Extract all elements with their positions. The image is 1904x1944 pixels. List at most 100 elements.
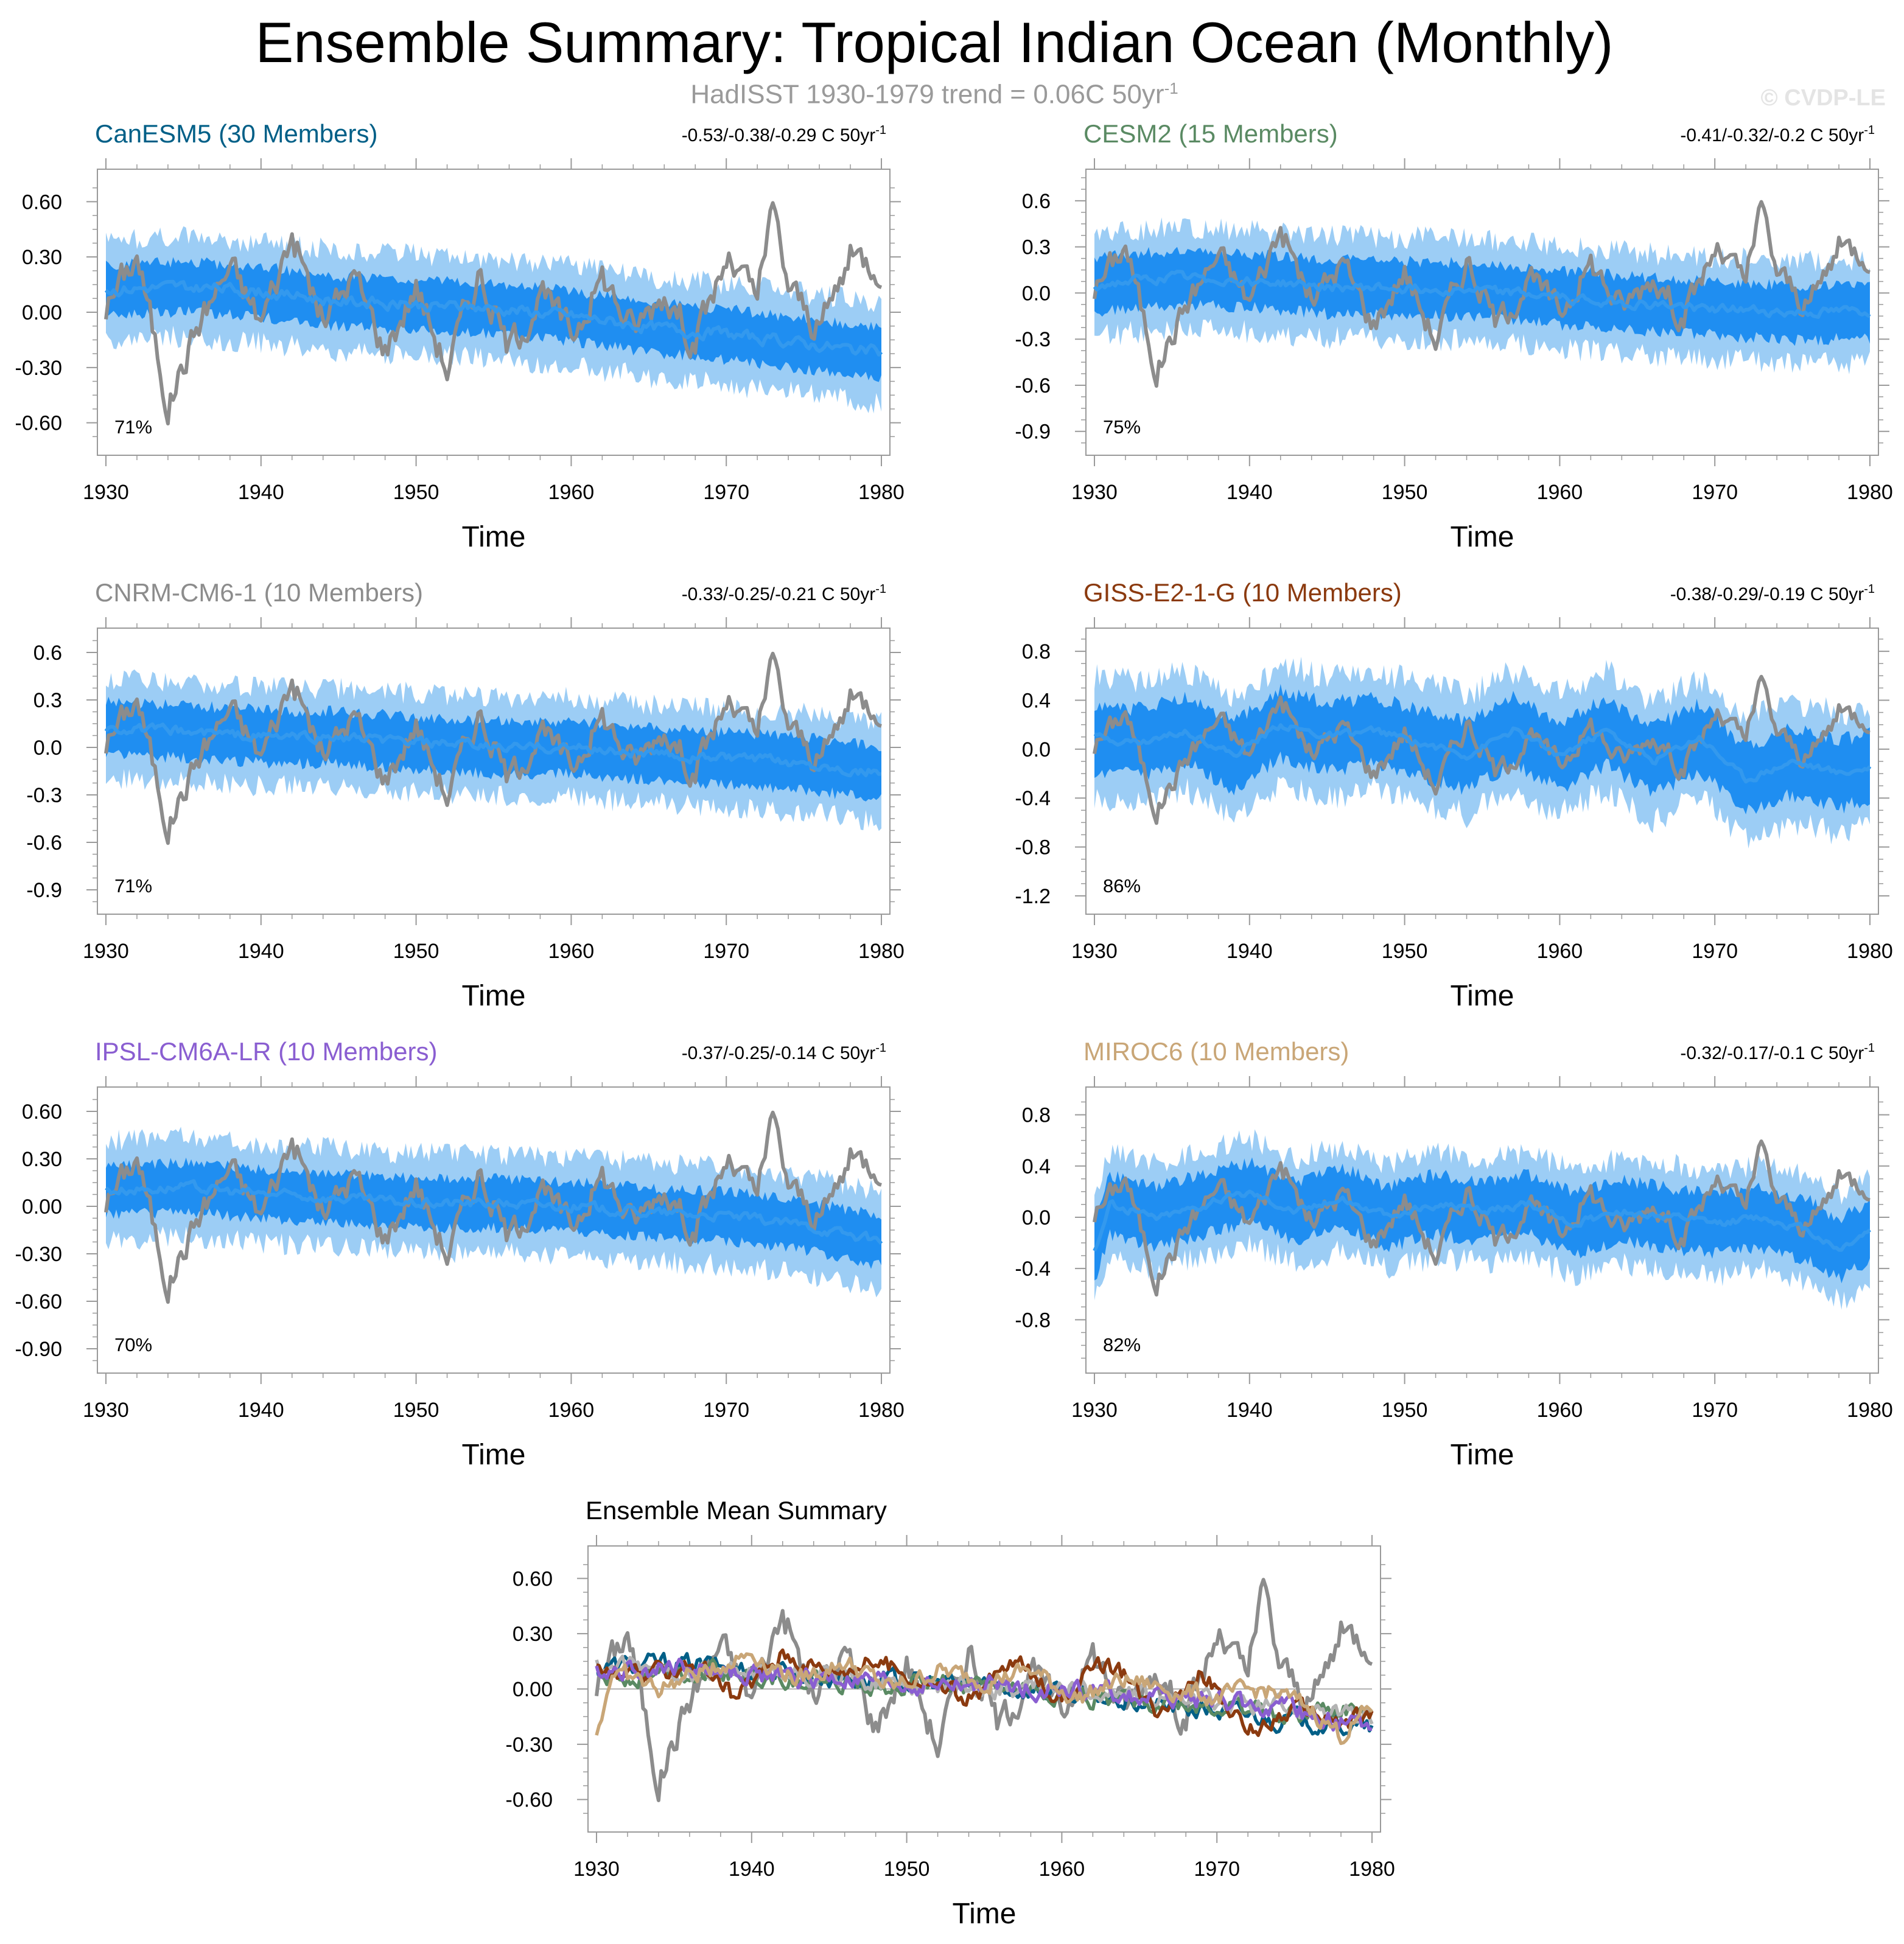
y-tick-label: 0.30 bbox=[22, 246, 62, 269]
y-tick-label: 0.6 bbox=[33, 642, 62, 665]
spread-band-dark bbox=[106, 1157, 881, 1269]
x-tick-label: 1980 bbox=[858, 1399, 905, 1422]
figure-subtitle: HadISST 1930-1979 trend = 0.06C 50yr-1 bbox=[0, 79, 1869, 110]
x-tick-label: 1960 bbox=[1537, 1399, 1583, 1422]
x-tick-label: 1980 bbox=[1847, 1399, 1893, 1422]
x-tick-label: 1970 bbox=[703, 1399, 749, 1422]
series-line-ensemble-mean bbox=[105, 1179, 883, 1245]
trend-value: -0.53/-0.38/-0.29 C 50yr bbox=[682, 125, 876, 145]
x-tick-label: 1930 bbox=[83, 940, 129, 963]
x-tick-label: 1970 bbox=[703, 481, 749, 504]
y-tick-label: -0.9 bbox=[26, 879, 62, 902]
y-tick-label: 0.0 bbox=[33, 736, 62, 760]
x-tick-label: 1960 bbox=[548, 1399, 595, 1422]
y-tick-label: -0.9 bbox=[1015, 421, 1051, 444]
x-tick-label: 1950 bbox=[1382, 940, 1428, 963]
x-tick-label: 1970 bbox=[1692, 481, 1738, 504]
x-axis-title: Time bbox=[1451, 980, 1514, 1012]
trend-value: -0.41/-0.32/-0.2 C 50yr bbox=[1680, 125, 1864, 145]
plot-frame-giss bbox=[1085, 628, 1879, 915]
series-line-hadisst bbox=[104, 1110, 882, 1304]
series-line-ensemble-mean bbox=[1093, 723, 1872, 784]
y-tick-label: -0.8 bbox=[1015, 1309, 1051, 1332]
y-tick-label: 0.3 bbox=[1022, 236, 1051, 259]
y-tick-label: 0.0 bbox=[1022, 738, 1051, 761]
y-tick-label: -0.3 bbox=[1015, 328, 1051, 351]
trend-superscript: -1 bbox=[875, 124, 886, 137]
panel-title-cnrm: CNRM-CM6-1 (10 Members) bbox=[95, 578, 423, 607]
y-tick-label: 0.4 bbox=[1022, 689, 1051, 712]
y-tick-label: 0.60 bbox=[22, 1100, 62, 1124]
percent-label: 86% bbox=[1103, 875, 1141, 897]
x-tick-label: 1960 bbox=[548, 940, 595, 963]
x-tick-label: 1970 bbox=[703, 940, 749, 963]
x-tick-label: 1950 bbox=[884, 1858, 930, 1881]
x-tick-label: 1970 bbox=[1692, 1399, 1738, 1422]
x-tick-label: 1940 bbox=[238, 940, 284, 963]
y-tick-label: 0.00 bbox=[22, 301, 62, 324]
percent-label: 82% bbox=[1103, 1334, 1141, 1355]
x-tick-label: 1980 bbox=[1349, 1858, 1395, 1881]
x-tick-label: 1940 bbox=[238, 481, 284, 504]
panel-title-miroc6: MIROC6 (10 Members) bbox=[1083, 1037, 1349, 1066]
y-tick-label: 0.60 bbox=[22, 191, 62, 214]
panel-title-ensemble-mean-summary: Ensemble Mean Summary bbox=[586, 1496, 887, 1525]
y-tick-label: 0.0 bbox=[1022, 282, 1051, 305]
x-tick-label: 1930 bbox=[83, 481, 129, 504]
x-axis-title: Time bbox=[1451, 1439, 1514, 1471]
x-tick-label: 1980 bbox=[858, 481, 905, 504]
chart-panel-cnrm: CNRM-CM6-1 (10 Members) -0.33/-0.25/-0.21… bbox=[26, 578, 904, 1012]
x-tick-label: 1980 bbox=[1847, 940, 1893, 963]
x-axis-title: Time bbox=[462, 521, 526, 553]
trend-superscript: -1 bbox=[1864, 582, 1875, 596]
trend-label-giss: -0.38/-0.29/-0.19 C 50yr-1 bbox=[1670, 582, 1875, 604]
y-tick-label: 0.3 bbox=[33, 689, 62, 712]
trend-label-canesm5: -0.53/-0.38/-0.29 C 50yr-1 bbox=[682, 124, 886, 145]
percent-label: 75% bbox=[1103, 416, 1141, 438]
subtitle-superscript: -1 bbox=[1164, 79, 1178, 97]
x-tick-label: 1930 bbox=[83, 1399, 129, 1422]
series-line-ensemble-mean bbox=[104, 722, 882, 778]
panel-title-ipsl: IPSL-CM6A-LR (10 Members) bbox=[95, 1037, 437, 1066]
y-tick-label: 0.8 bbox=[1022, 640, 1051, 663]
x-axis-title: Time bbox=[1451, 521, 1514, 553]
x-tick-label: 1960 bbox=[1537, 481, 1583, 504]
trend-value: -0.37/-0.25/-0.14 C 50yr bbox=[682, 1043, 876, 1063]
y-tick-label: 0.60 bbox=[513, 1567, 553, 1590]
x-tick-label: 1940 bbox=[1227, 1399, 1273, 1422]
y-tick-label: -0.30 bbox=[506, 1733, 553, 1757]
y-tick-label: 0.8 bbox=[1022, 1104, 1051, 1127]
percent-label: 71% bbox=[114, 875, 152, 897]
chart-panel-cesm2: CESM2 (15 Members) -0.41/-0.32/-0.2 C 50y… bbox=[1015, 119, 1892, 553]
y-tick-label: -0.8 bbox=[1015, 836, 1051, 859]
series-line-ensemble-mean bbox=[1093, 270, 1871, 319]
figure-title: Ensemble Summary: Tropical Indian Ocean … bbox=[255, 10, 1614, 74]
trend-value: -0.38/-0.29/-0.19 C 50yr bbox=[1670, 584, 1864, 604]
x-tick-label: 1940 bbox=[1227, 940, 1273, 963]
x-tick-label: 1950 bbox=[393, 481, 439, 504]
y-tick-label: 0.30 bbox=[22, 1148, 62, 1171]
x-tick-label: 1940 bbox=[1227, 481, 1273, 504]
trend-label-cnrm: -0.33/-0.25/-0.21 C 50yr-1 bbox=[682, 582, 886, 604]
x-tick-label: 1950 bbox=[1382, 481, 1428, 504]
y-tick-label: -0.90 bbox=[15, 1338, 63, 1361]
y-tick-label: -0.6 bbox=[26, 831, 62, 855]
y-tick-label: 0.6 bbox=[1022, 190, 1051, 213]
chart-panel-ipsl: IPSL-CM6A-LR (10 Members) -0.37/-0.25/-0.… bbox=[15, 1037, 905, 1471]
chart-panel-miroc6: MIROC6 (10 Members) -0.32/-0.17/-0.1 C 50… bbox=[1015, 1037, 1892, 1471]
x-tick-label: 1930 bbox=[1071, 481, 1118, 504]
x-tick-label: 1980 bbox=[858, 940, 905, 963]
x-tick-label: 1950 bbox=[393, 1399, 439, 1422]
y-tick-label: 0.0 bbox=[1022, 1206, 1051, 1229]
trend-label-cesm2: -0.41/-0.32/-0.2 C 50yr-1 bbox=[1680, 124, 1875, 145]
series-line-ensemble-mean bbox=[104, 279, 883, 357]
panel-title-giss: GISS-E2-1-G (10 Members) bbox=[1083, 578, 1402, 607]
percent-label: 70% bbox=[114, 1334, 152, 1355]
y-tick-label: 0.30 bbox=[513, 1623, 553, 1646]
trend-superscript: -1 bbox=[1864, 124, 1875, 137]
x-axis-title: Time bbox=[953, 1898, 1017, 1930]
x-tick-label: 1930 bbox=[1071, 940, 1118, 963]
x-tick-label: 1960 bbox=[548, 481, 595, 504]
x-tick-label: 1950 bbox=[1382, 1399, 1428, 1422]
trend-superscript: -1 bbox=[875, 1041, 886, 1055]
